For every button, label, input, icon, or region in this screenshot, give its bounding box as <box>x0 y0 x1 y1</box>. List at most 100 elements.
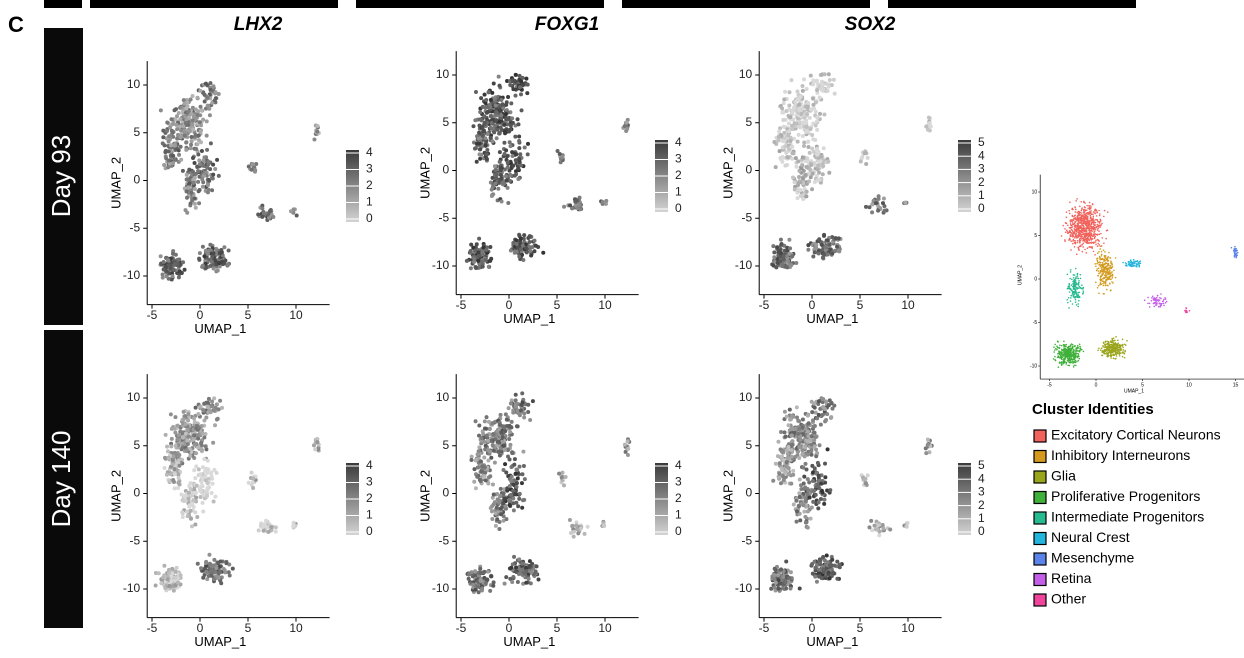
cell-point <box>491 483 495 487</box>
cell-point <box>774 165 778 169</box>
cell-point <box>798 518 802 522</box>
cell-point <box>863 477 867 481</box>
cell-point <box>179 158 183 162</box>
cell-point <box>481 475 485 479</box>
cell-point <box>809 175 813 179</box>
cell-point <box>486 132 490 136</box>
cell-point <box>172 589 176 593</box>
cell-point <box>184 117 188 121</box>
cell-point <box>477 131 481 135</box>
cell-point <box>818 557 822 561</box>
cluster-point <box>1097 228 1099 230</box>
cluster-point <box>1066 217 1068 219</box>
cell-point <box>881 201 885 205</box>
cell-point <box>506 186 510 190</box>
cell-point <box>512 463 516 467</box>
cluster-point <box>1096 210 1098 212</box>
cluster-point <box>1086 226 1088 228</box>
cell-point <box>777 135 781 139</box>
cell-point <box>511 489 515 493</box>
cluster-point <box>1093 228 1095 230</box>
cell-point <box>791 443 795 447</box>
cell-point <box>507 130 511 134</box>
cell-point <box>205 134 209 138</box>
cell-point <box>174 123 178 127</box>
cell-point <box>522 233 526 237</box>
cell-point <box>174 452 178 456</box>
colorbar-tick-label: 3 <box>366 475 373 489</box>
cell-point <box>509 493 513 497</box>
row-label: Day 140 <box>46 431 76 528</box>
cell-point <box>508 498 512 502</box>
cell-point <box>511 87 515 91</box>
cell-point <box>515 242 519 246</box>
cluster-point <box>1104 210 1106 212</box>
cell-point <box>197 257 201 261</box>
cell-point <box>576 206 580 210</box>
cell-point <box>177 153 181 157</box>
cell-point <box>490 121 494 125</box>
cell-point <box>210 188 214 192</box>
cell-point <box>810 187 814 191</box>
cell-point <box>518 568 522 572</box>
cell-point <box>193 476 197 480</box>
cell-point <box>202 457 206 461</box>
cell-point <box>495 136 499 140</box>
cell-point <box>480 250 484 254</box>
cell-point <box>481 432 485 436</box>
cell-point <box>474 266 478 270</box>
y-tick-label: -10 <box>735 581 753 595</box>
cell-point <box>177 257 181 261</box>
cell-point <box>185 196 189 200</box>
cell-point <box>524 581 528 585</box>
cell-point <box>179 129 183 133</box>
cell-point <box>801 89 805 93</box>
colorbar-tick-label: 3 <box>675 475 682 489</box>
cell-point <box>164 433 168 437</box>
cell-point <box>821 405 825 409</box>
y-tick-label: 5 <box>443 115 450 129</box>
y-tick-label: 10 <box>436 67 450 81</box>
cell-point <box>191 170 195 174</box>
colorbar-tick-label: 4 <box>366 145 373 159</box>
cell-point <box>206 104 210 108</box>
cell-point <box>509 144 513 148</box>
x-axis-label: UMAP_1 <box>503 634 555 649</box>
cell-point <box>170 274 174 278</box>
cell-point <box>517 122 521 126</box>
cell-point <box>184 148 188 152</box>
cell-point <box>928 124 932 128</box>
cell-point <box>810 410 814 414</box>
cell-point <box>801 182 805 186</box>
cell-point <box>835 560 839 564</box>
cell-point <box>784 470 788 474</box>
cluster-point <box>1082 242 1084 244</box>
cell-point <box>501 180 505 184</box>
cell-point <box>823 72 827 76</box>
cell-point <box>511 164 515 168</box>
x-tick-label: 0 <box>197 308 204 322</box>
cell-point <box>788 139 792 143</box>
cell-point <box>176 581 180 585</box>
x-tick-label: 10 <box>289 621 303 635</box>
colorbar-tick-label: 1 <box>675 508 682 522</box>
cell-point <box>477 423 481 427</box>
cell-point <box>776 454 780 458</box>
cell-point <box>184 106 188 110</box>
cell-point <box>206 486 210 490</box>
cell-point <box>470 455 474 459</box>
cell-point <box>526 152 530 156</box>
cell-point <box>165 121 169 125</box>
cell-point <box>184 422 188 426</box>
cell-point <box>797 175 801 179</box>
cell-point <box>801 418 805 422</box>
cell-point <box>494 118 498 122</box>
cell-point <box>478 142 482 146</box>
cell-point <box>482 114 486 118</box>
cell-point <box>827 85 831 89</box>
cell-point <box>479 459 483 463</box>
cell-point <box>826 89 830 93</box>
cell-point <box>198 162 202 166</box>
cluster-point <box>1087 208 1089 210</box>
cell-point <box>791 109 795 113</box>
